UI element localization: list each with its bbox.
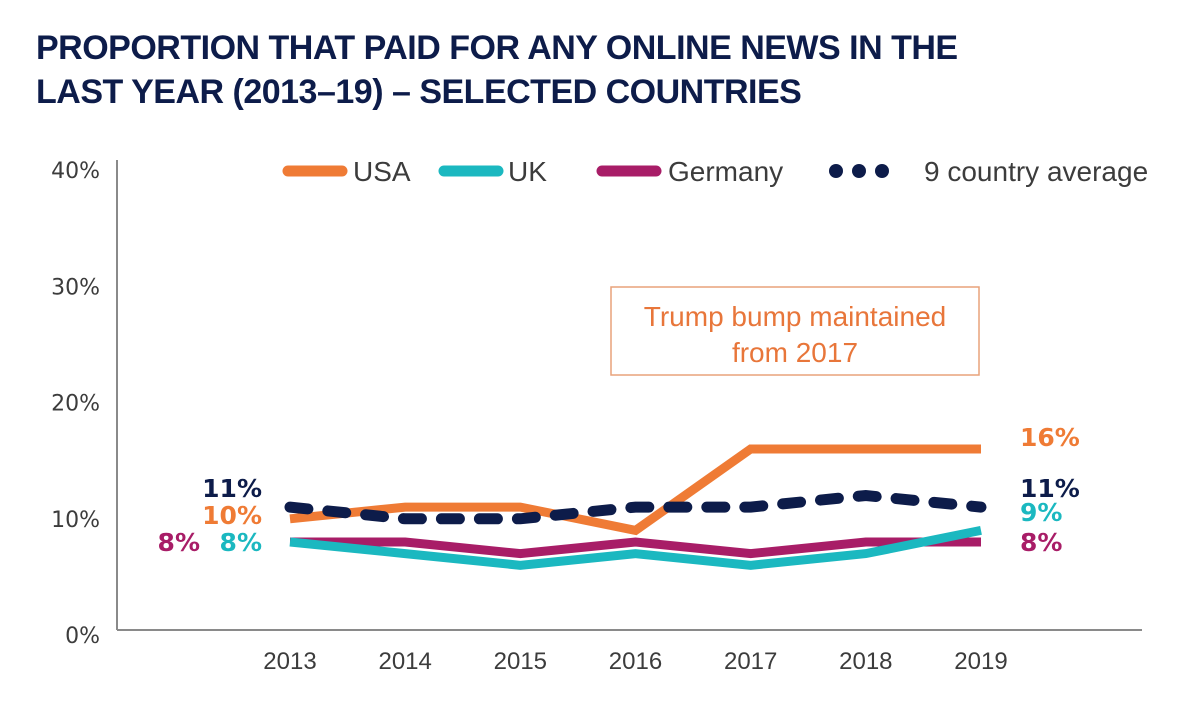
y-tick-label: 30% <box>51 275 100 300</box>
annotation-box <box>610 286 980 376</box>
chart-title: PROPORTION THAT PAID FOR ANY ONLINE NEWS… <box>36 26 1136 114</box>
legend-swatch-dot <box>875 164 889 178</box>
series-line-usa <box>289 444 981 536</box>
legend-item-uk: UK <box>438 156 547 187</box>
y-tick-label: 20% <box>51 392 100 417</box>
annotation-text-line-2: from 2017 <box>732 337 858 368</box>
x-tick-label: 2017 <box>724 648 777 675</box>
legend-item-germany: Germany <box>596 156 783 187</box>
legend-label: Germany <box>668 156 783 187</box>
legend-label: UK <box>508 156 547 187</box>
chart-title-line-1: PROPORTION THAT PAID FOR ANY ONLINE NEWS… <box>36 29 958 67</box>
x-tick-label: 2014 <box>378 648 431 675</box>
series-line-uk <box>289 525 982 570</box>
y-tick-label: 10% <box>51 508 100 533</box>
legend-label: 9 country average <box>924 156 1148 187</box>
end-label-9-country-average: 11% <box>1020 474 1080 503</box>
chart-title-line-2: LAST YEAR (2013–19) – SELECTED COUNTRIES <box>36 73 802 111</box>
start-label-uk: 8% <box>220 528 262 557</box>
data-labels: 11%10%8%8%16%11%9%8% <box>158 423 1080 557</box>
x-tick-label: 2018 <box>839 648 892 675</box>
y-tick-label: 40% <box>51 159 100 184</box>
start-label-9-country-average: 11% <box>202 474 262 503</box>
y-tick-label: 0% <box>65 624 100 649</box>
annotation: Trump bump maintained from 2017 <box>610 286 980 376</box>
series-lines <box>284 444 987 570</box>
end-label-germany: 8% <box>1020 528 1062 557</box>
x-tick-label: 2015 <box>494 648 547 675</box>
x-tick-label: 2019 <box>954 648 1007 675</box>
legend-swatch-dot <box>852 164 866 178</box>
x-tick-label: 2013 <box>263 648 316 675</box>
x-tick-labels: 2013 2014 2015 2016 2017 2018 2019 <box>263 648 1007 675</box>
y-tick-labels: 0% 10% 20% 30% 40% <box>51 159 100 649</box>
end-label-uk: 9% <box>1020 498 1062 527</box>
legend: USA UK Germany 9 country average <box>282 156 1148 187</box>
legend-swatch-dot <box>829 164 843 178</box>
x-tick-label: 2016 <box>609 648 662 675</box>
end-label-usa: 16% <box>1020 423 1080 452</box>
legend-label: USA <box>353 156 411 187</box>
legend-item-usa: USA <box>282 156 411 187</box>
legend-item-9-country-average: 9 country average <box>829 156 1148 187</box>
start-label-germany: 8% <box>158 528 200 557</box>
annotation-text-line-1: Trump bump maintained <box>644 301 946 332</box>
axes <box>116 160 1142 631</box>
start-label-usa: 10% <box>202 501 262 530</box>
